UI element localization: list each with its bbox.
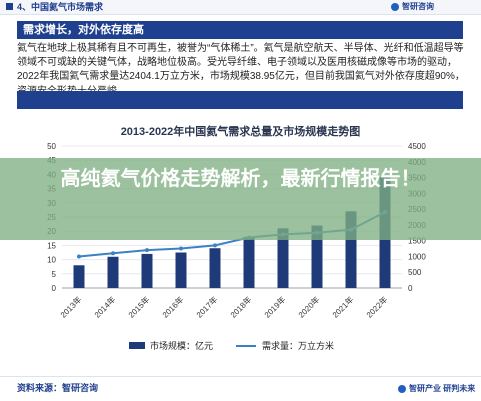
section-title: 4、中国氦气市场需求	[17, 2, 104, 12]
left-axis-tick-label: 0	[52, 284, 57, 293]
x-axis-tick-label: 2022年	[364, 294, 389, 319]
bar-market-size	[175, 252, 187, 288]
brand-name: 智研咨询	[402, 2, 434, 11]
point-demand-volume	[213, 243, 217, 248]
source-note: 资料来源：智研咨询	[17, 383, 99, 393]
x-axis-tick-label: 2017年	[194, 294, 219, 319]
bar-market-size	[243, 236, 255, 288]
brand-logo-icon	[391, 3, 399, 11]
subheading-bar	[17, 91, 463, 109]
right-axis-tick-label: 1500	[408, 237, 426, 246]
right-axis-tick-label: 500	[408, 268, 422, 277]
bar-market-size	[209, 248, 221, 288]
x-axis-tick-label: 2020年	[296, 294, 321, 319]
footer-bar: 资料来源：智研咨询 智研产业 研判未来	[0, 376, 481, 401]
left-axis-tick-label: 50	[47, 142, 56, 151]
x-axis-tick-label: 2016年	[160, 294, 185, 319]
point-demand-volume	[179, 246, 183, 251]
right-axis-tick-label: 4500	[408, 142, 426, 151]
point-demand-volume	[145, 248, 149, 253]
bar-market-size	[73, 265, 85, 288]
overlay-banner	[0, 158, 481, 240]
legend-swatch-market-size	[129, 342, 145, 349]
x-axis-tick-label: 2013年	[58, 294, 83, 319]
section-marker-icon	[6, 3, 13, 10]
top-header-bar: 4、中国氦气市场需求 智研咨询	[0, 0, 481, 15]
bar-market-size	[345, 211, 357, 288]
right-axis-tick-label: 1000	[408, 252, 426, 261]
footer-logo-icon	[398, 385, 406, 393]
left-axis-tick-label: 10	[47, 256, 56, 265]
left-axis-tick-label: 15	[47, 241, 56, 250]
chart-title: 2013-2022年中国氦气需求总量及市场规模走势图	[120, 126, 361, 138]
bar-market-size	[277, 228, 289, 288]
bar-market-size	[107, 256, 119, 288]
x-axis-tick-label: 2018年	[228, 294, 253, 319]
subheading-demand: 需求增长，对外依存度高	[17, 21, 463, 39]
right-axis-tick-label: 0	[408, 284, 413, 293]
point-demand-volume	[111, 251, 115, 256]
banner-text: 高纯氦气价格走势解析，最新行情报告！	[60, 168, 421, 190]
x-axis-tick-label: 2021年	[330, 294, 355, 319]
bar-market-size	[311, 225, 323, 288]
bar-market-size	[141, 253, 153, 288]
footer-slogan: 智研产业 研判未来	[409, 384, 476, 393]
x-axis-tick-label: 2015年	[126, 294, 151, 319]
legend-label-demand-volume: 需求量：万立方米	[262, 340, 334, 351]
legend-label-market-size: 市场规模：亿元	[150, 340, 213, 351]
left-axis-tick-label: 5	[52, 270, 57, 279]
x-axis-tick-label: 2014年	[92, 294, 117, 319]
x-axis-tick-label: 2019年	[262, 294, 287, 319]
point-demand-volume	[77, 254, 81, 259]
